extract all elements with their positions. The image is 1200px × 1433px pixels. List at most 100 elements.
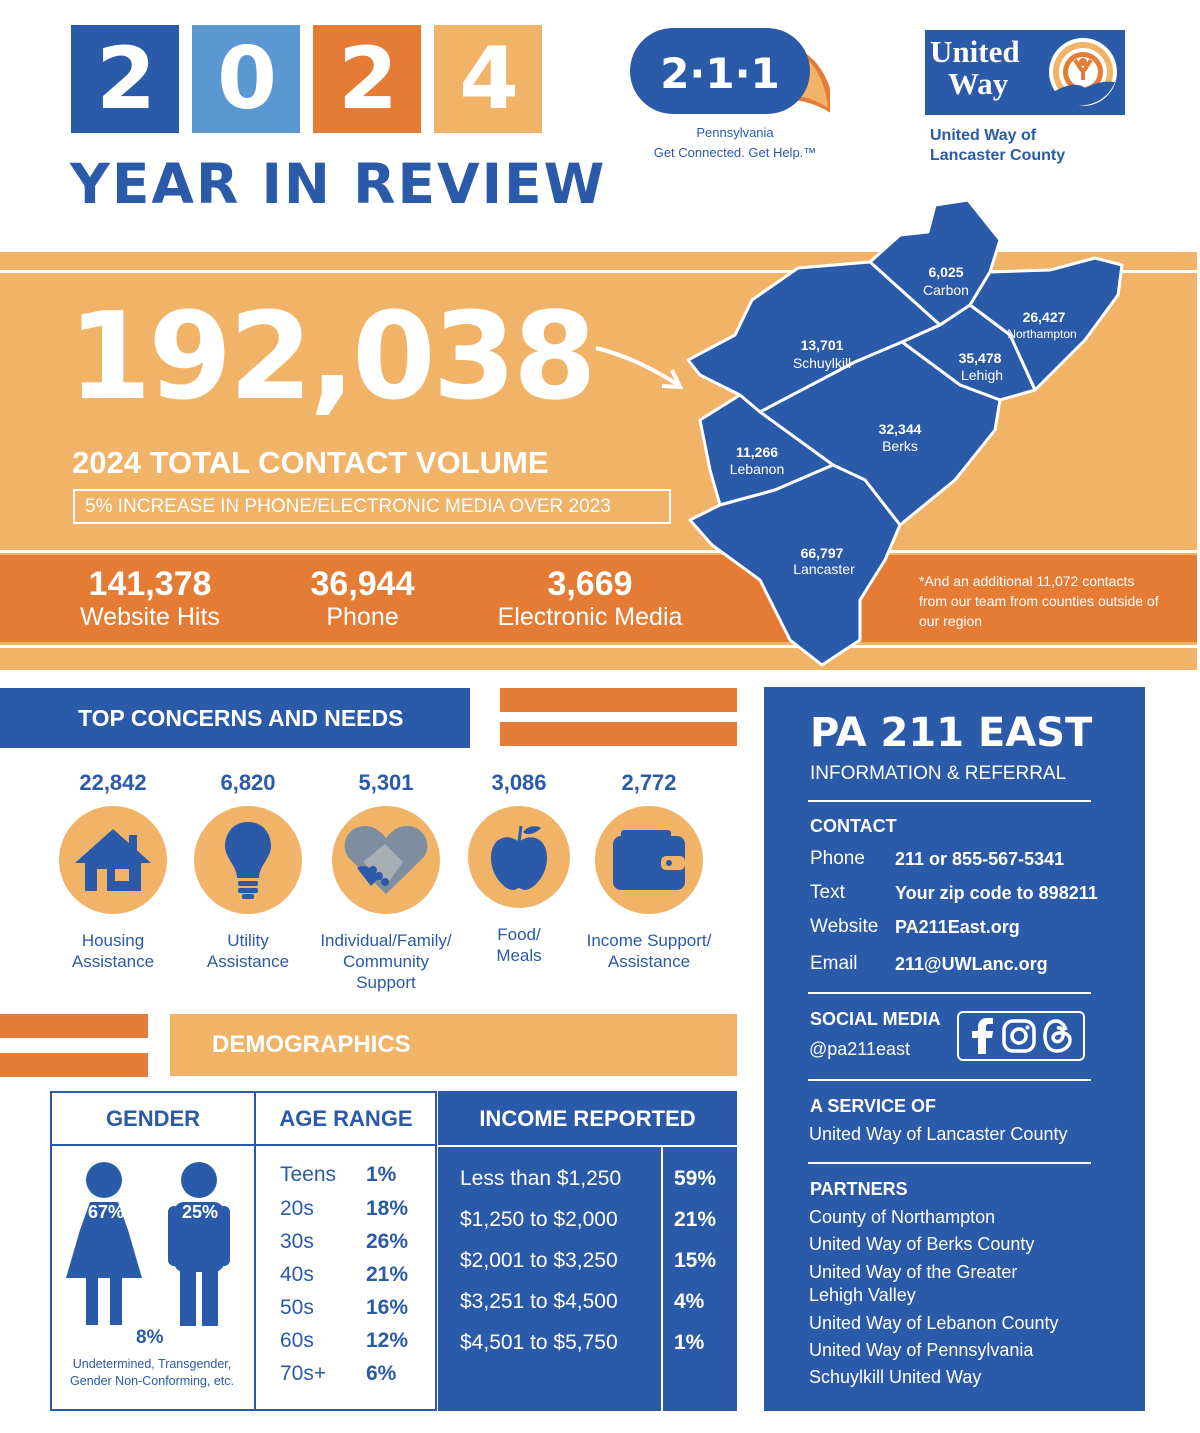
berks-value: 32,344 bbox=[879, 421, 922, 437]
logo-211-text: 2·1·1 bbox=[660, 49, 780, 98]
logo-211-state: Pennsylvania bbox=[696, 125, 774, 140]
age-heading: AGE RANGE bbox=[256, 1093, 436, 1146]
partner-item: County of Northampton bbox=[809, 1207, 996, 1227]
house-icon bbox=[75, 829, 151, 891]
age-row: 60s 12% bbox=[280, 1329, 409, 1352]
top-concerns-heading: TOP CONCERNS AND NEEDS bbox=[0, 688, 470, 748]
logo-211-icon: 2·1·1 bbox=[630, 28, 830, 114]
increase-callout: 5% INCREASE IN PHONE/ELECTRONIC MEDIA OV… bbox=[73, 489, 671, 524]
united-way-hand-icon bbox=[1045, 30, 1125, 115]
partner-item: Lehigh Valley bbox=[809, 1285, 916, 1305]
concern-housing: 22,842 Housing Assistance bbox=[38, 770, 188, 972]
logo-211-tagline: Get Connected. Get Help.™ bbox=[653, 145, 817, 160]
united-way-logo-text: United Way bbox=[930, 34, 1020, 101]
income-row: $3,251 to $4,500 4% bbox=[460, 1290, 705, 1313]
schuylkill-name: Schuylkill bbox=[793, 355, 851, 371]
county-lancaster bbox=[688, 463, 902, 667]
apple-icon bbox=[491, 825, 547, 890]
panel-rule bbox=[808, 1079, 1091, 1081]
northampton-value: 26,427 bbox=[1023, 309, 1066, 325]
income-row: $4,501 to $5,750 1% bbox=[460, 1331, 705, 1354]
social-icons bbox=[957, 1011, 1085, 1061]
carbon-value: 6,025 bbox=[928, 264, 963, 280]
panel-rule bbox=[808, 1162, 1091, 1164]
male-pct: 25% bbox=[182, 1202, 218, 1222]
contact-heading: CONTACT bbox=[810, 816, 897, 836]
gender-heading: GENDER bbox=[52, 1093, 254, 1146]
partner-item: Schuylkill United Way bbox=[809, 1367, 982, 1387]
partner-item: United Way of Berks County bbox=[809, 1234, 1035, 1254]
arrow-right-icon bbox=[595, 346, 684, 390]
year-digit-3: 2 bbox=[313, 25, 421, 133]
total-contacts: 192,038 bbox=[68, 288, 597, 427]
service-text: United Way of Lancaster County bbox=[809, 1124, 1068, 1144]
info-panel bbox=[764, 687, 1145, 1411]
age-row: 50s 16% bbox=[280, 1296, 409, 1319]
band-rule-bottom bbox=[0, 645, 1197, 648]
decor-stripe bbox=[500, 722, 737, 746]
stat-electronic: 3,669 Electronic Media bbox=[497, 565, 683, 631]
year-digit-4: 4 bbox=[434, 25, 542, 133]
other-gender-label: Undetermined, Transgender, Gender Non-Co… bbox=[70, 1357, 234, 1388]
county-map: 6,025 Carbon 26,427 Northampton 13,701 S… bbox=[686, 198, 1124, 667]
income-divider bbox=[661, 1147, 663, 1411]
concern-food: 3,086 Food/ Meals bbox=[444, 770, 594, 966]
lightbulb-icon bbox=[225, 822, 271, 899]
income-row: $2,001 to $3,250 15% bbox=[460, 1249, 717, 1272]
contact-phone-value[interactable]: 211 or 855-567-5341 bbox=[895, 849, 1065, 869]
decor-stripe bbox=[0, 1053, 148, 1077]
page-title: YEAR IN REVIEW bbox=[70, 152, 607, 216]
social-heading: SOCIAL MEDIA bbox=[810, 1009, 941, 1029]
female-pct: 67% bbox=[88, 1202, 124, 1222]
carbon-name: Carbon bbox=[923, 282, 969, 298]
concern-utility: 6,820 Utility Assistance bbox=[173, 770, 323, 972]
decor-stripe bbox=[0, 1014, 148, 1038]
partner-item: United Way of the Greater bbox=[809, 1262, 1018, 1282]
contact-phone-label: Phone bbox=[810, 848, 865, 869]
additional-contacts-note: *And an additional 11,072 contacts from … bbox=[919, 573, 1159, 629]
age-row: 20s 18% bbox=[280, 1197, 409, 1220]
lancaster-name: Lancaster bbox=[793, 561, 855, 577]
lehigh-value: 35,478 bbox=[959, 350, 1002, 366]
panel-rule bbox=[808, 800, 1091, 802]
contact-email-link[interactable]: 211@UWLanc.org bbox=[895, 954, 1048, 974]
schuylkill-value: 13,701 bbox=[801, 337, 844, 353]
age-row: Teens 1% bbox=[280, 1163, 397, 1186]
threads-icon[interactable] bbox=[1042, 1018, 1074, 1054]
stat-website: 141,378 Website Hits bbox=[80, 565, 220, 631]
decor-stripe bbox=[500, 688, 737, 712]
instagram-icon[interactable] bbox=[1002, 1019, 1036, 1053]
handshake-heart-icon bbox=[344, 826, 428, 894]
social-handle[interactable]: @pa211east bbox=[809, 1039, 911, 1059]
age-row: 30s 26% bbox=[280, 1230, 409, 1253]
income-row: Less than $1,250 59% bbox=[460, 1167, 717, 1190]
total-contacts-label: 2024 TOTAL CONTACT VOLUME bbox=[72, 445, 549, 480]
partner-item: United Way of Lebanon County bbox=[809, 1313, 1059, 1333]
stat-phone: 36,944 Phone bbox=[310, 565, 415, 631]
wallet-icon bbox=[613, 830, 685, 890]
contact-website-link[interactable]: PA211East.org bbox=[895, 917, 1020, 937]
band-rule-mid bbox=[0, 550, 1197, 553]
concern-community: 5,301 Individual/Family/ Community Suppo… bbox=[320, 770, 452, 992]
other-gender-pct: 8% bbox=[136, 1327, 164, 1348]
service-heading: A SERVICE OF bbox=[810, 1096, 937, 1116]
united-way-subtitle-1: United Way of bbox=[930, 127, 1037, 144]
income-rule bbox=[438, 1145, 737, 1147]
year-digit-2: 0 bbox=[192, 25, 300, 133]
demographics-heading: DEMOGRAPHICS bbox=[170, 1014, 737, 1076]
age-row: 70s+ 6% bbox=[280, 1362, 397, 1385]
gender-age-box bbox=[50, 1091, 437, 1411]
facebook-icon[interactable] bbox=[968, 1018, 996, 1054]
income-box bbox=[438, 1091, 737, 1411]
year-digit-1: 2 bbox=[71, 25, 179, 133]
panel-title: PA 211 EAST bbox=[810, 710, 1093, 756]
panel-subtitle: INFORMATION & REFERRAL bbox=[810, 763, 1067, 784]
income-heading: INCOME REPORTED bbox=[479, 1106, 696, 1131]
lancaster-value: 66,797 bbox=[801, 545, 844, 561]
male-icon: 25% bbox=[168, 1162, 230, 1326]
stats-band bbox=[0, 555, 1197, 642]
berks-name: Berks bbox=[882, 438, 918, 454]
female-icon: 67% bbox=[66, 1162, 142, 1325]
contact-website-label: Website bbox=[810, 916, 879, 937]
contact-text-value: Your zip code to 898211 bbox=[895, 883, 1098, 903]
